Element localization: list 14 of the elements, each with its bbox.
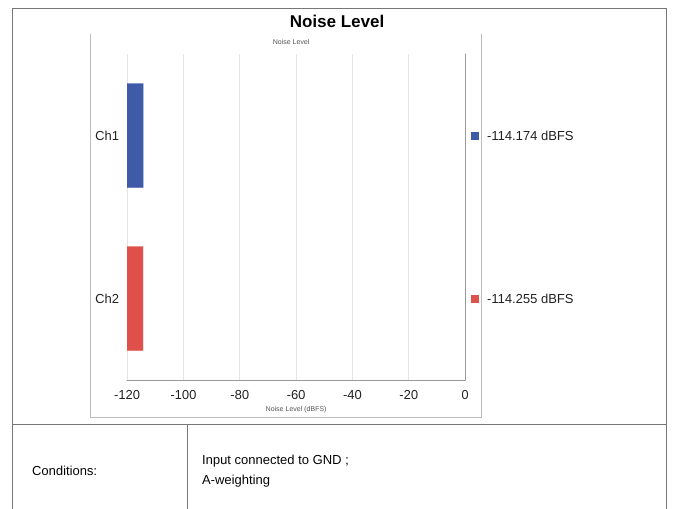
x-tick-label: -100 [170, 387, 196, 402]
x-tick-label: -120 [114, 387, 140, 402]
x-tick-label: -40 [342, 387, 362, 402]
data-label: -114.255 dBFS [487, 291, 574, 306]
x-tick-label: -80 [230, 387, 250, 402]
text: Input connected to GND ; A-weighting [202, 451, 349, 489]
data-label: -114.174 dBFS [487, 128, 574, 144]
y-tick-label: Ch2 [95, 291, 119, 306]
x-tick-label: -60 [286, 387, 306, 402]
y-tick-label: Ch1 [95, 128, 119, 144]
chart-title: Noise Level [288, 12, 386, 32]
x-tick-label: 0 [461, 387, 469, 402]
text: Conditions: [32, 463, 98, 478]
x-tick-label: -20 [399, 387, 418, 402]
